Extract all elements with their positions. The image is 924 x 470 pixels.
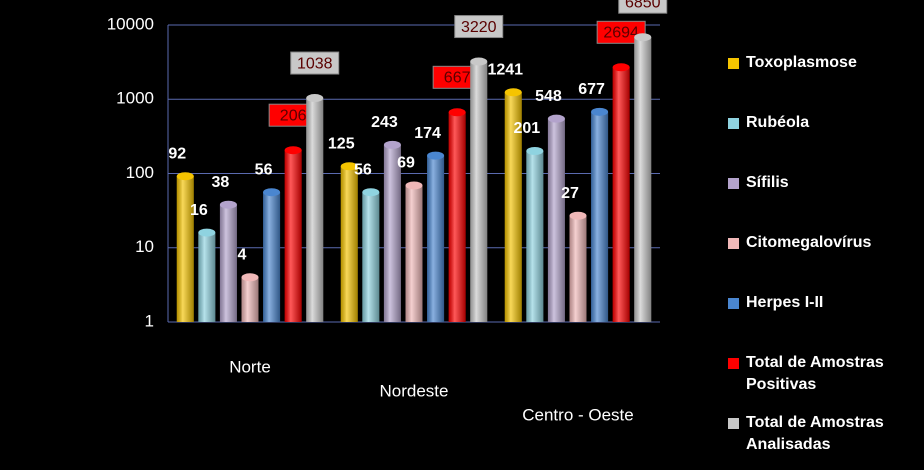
value-label: 174 [414,125,441,142]
value-label: 2694 [603,25,639,42]
legend-label: Citomegalovírus [746,234,872,251]
value-label: 243 [371,114,398,131]
value-label: 667 [444,70,471,87]
y-tick-label: 1000 [116,89,154,108]
bar-shading [263,192,281,322]
bar-shading [362,192,380,322]
bar-shading [306,98,324,322]
legend-item: Total de Amostras Analisadas [728,412,918,470]
legend-item: Toxoplasmose [728,52,918,112]
bar-cap [383,140,401,149]
value-label: 3220 [461,19,497,36]
bar-cap [176,172,194,181]
legend-item: Total de Amostras Positivas [728,352,918,412]
value-label: 1241 [487,62,523,79]
value-label: 6850 [625,0,661,11]
bar-shading [569,215,587,322]
bar-cap [362,188,380,197]
bar-cap [612,63,630,72]
legend-swatch [728,118,739,129]
legend-swatch [728,358,739,369]
value-label: 201 [513,120,540,137]
value-label: 125 [328,136,355,153]
bar-shading [340,166,358,322]
x-tick-label: Nordeste [380,381,449,400]
y-tick-label: 10 [135,237,154,256]
value-label: 56 [354,161,372,178]
bar-shading [241,277,259,322]
bar-cap [263,188,281,197]
legend-item: Rubéola [728,112,918,172]
legend-swatch [728,298,739,309]
value-label: 27 [561,185,579,202]
legend-item: Herpes I-II [728,292,918,352]
legend-label: Total de Amostras Analisadas [746,414,884,453]
value-label: 38 [212,174,230,191]
value-label: 92 [168,145,186,162]
bar-shading [427,155,445,322]
x-tick-label: Norte [229,357,271,376]
value-label: 16 [190,202,208,219]
legend-swatch [728,58,739,69]
bar-shading [198,232,216,322]
bar-cap [241,273,259,282]
bar-cap [340,162,358,171]
bar-cap [470,57,488,66]
legend-label: Toxoplasmose [746,54,857,71]
legend-item: Sífilis [728,172,918,232]
legend-label: Rubéola [746,114,810,131]
bar-shading [470,61,488,323]
bar-cap [284,146,302,155]
value-label-box [454,15,504,39]
bar-cap [219,200,237,209]
bar-shading [612,67,630,323]
bar-shading [526,150,544,322]
y-tick-label: 1 [145,311,154,330]
bar-cap [504,88,522,97]
bar-shading [383,144,401,322]
legend-swatch [728,178,739,189]
bar-shading [405,185,423,322]
y-tick-label: 10000 [107,14,154,33]
legend-label: Sífilis [746,174,789,191]
bar-cap [405,181,423,190]
bar-cap [591,107,609,116]
bar-cap [306,94,324,103]
bar-shading [448,112,466,322]
bar-shading [591,111,609,322]
value-label: 69 [397,155,415,172]
bar-cap [634,33,652,42]
x-tick-label: Centro - Oeste [522,405,634,424]
legend-label: Herpes I-II [746,294,824,311]
legend-swatch [728,238,739,249]
bar-shading [284,150,302,322]
legend: Toxoplasmose Rubéola Sífilis Citomegalovíru… [728,52,918,470]
bar-shading [219,204,237,322]
bar-cap [448,108,466,117]
value-label: 548 [535,88,562,105]
value-label: 677 [578,81,605,98]
bar-cap [427,151,445,160]
bar-cap [526,146,544,155]
bar-shading [176,176,194,322]
bar-shading [504,92,522,322]
value-label: 206 [280,107,307,124]
value-label: 4 [238,247,247,264]
value-label: 1038 [297,55,333,72]
legend-item: Citomegalovírus [728,232,918,292]
legend-label: Total de Amostras Positivas [746,354,884,393]
bar-shading [634,37,652,322]
bar-cap [198,228,216,237]
y-tick-label: 100 [126,163,154,182]
bar-cap [569,211,587,220]
legend-swatch [728,418,739,429]
value-label-box [618,0,668,14]
bar-shading [547,118,565,323]
value-label-box [290,51,340,75]
value-label: 56 [255,161,273,178]
bar-cap [547,114,565,123]
value-label-box [596,20,646,44]
